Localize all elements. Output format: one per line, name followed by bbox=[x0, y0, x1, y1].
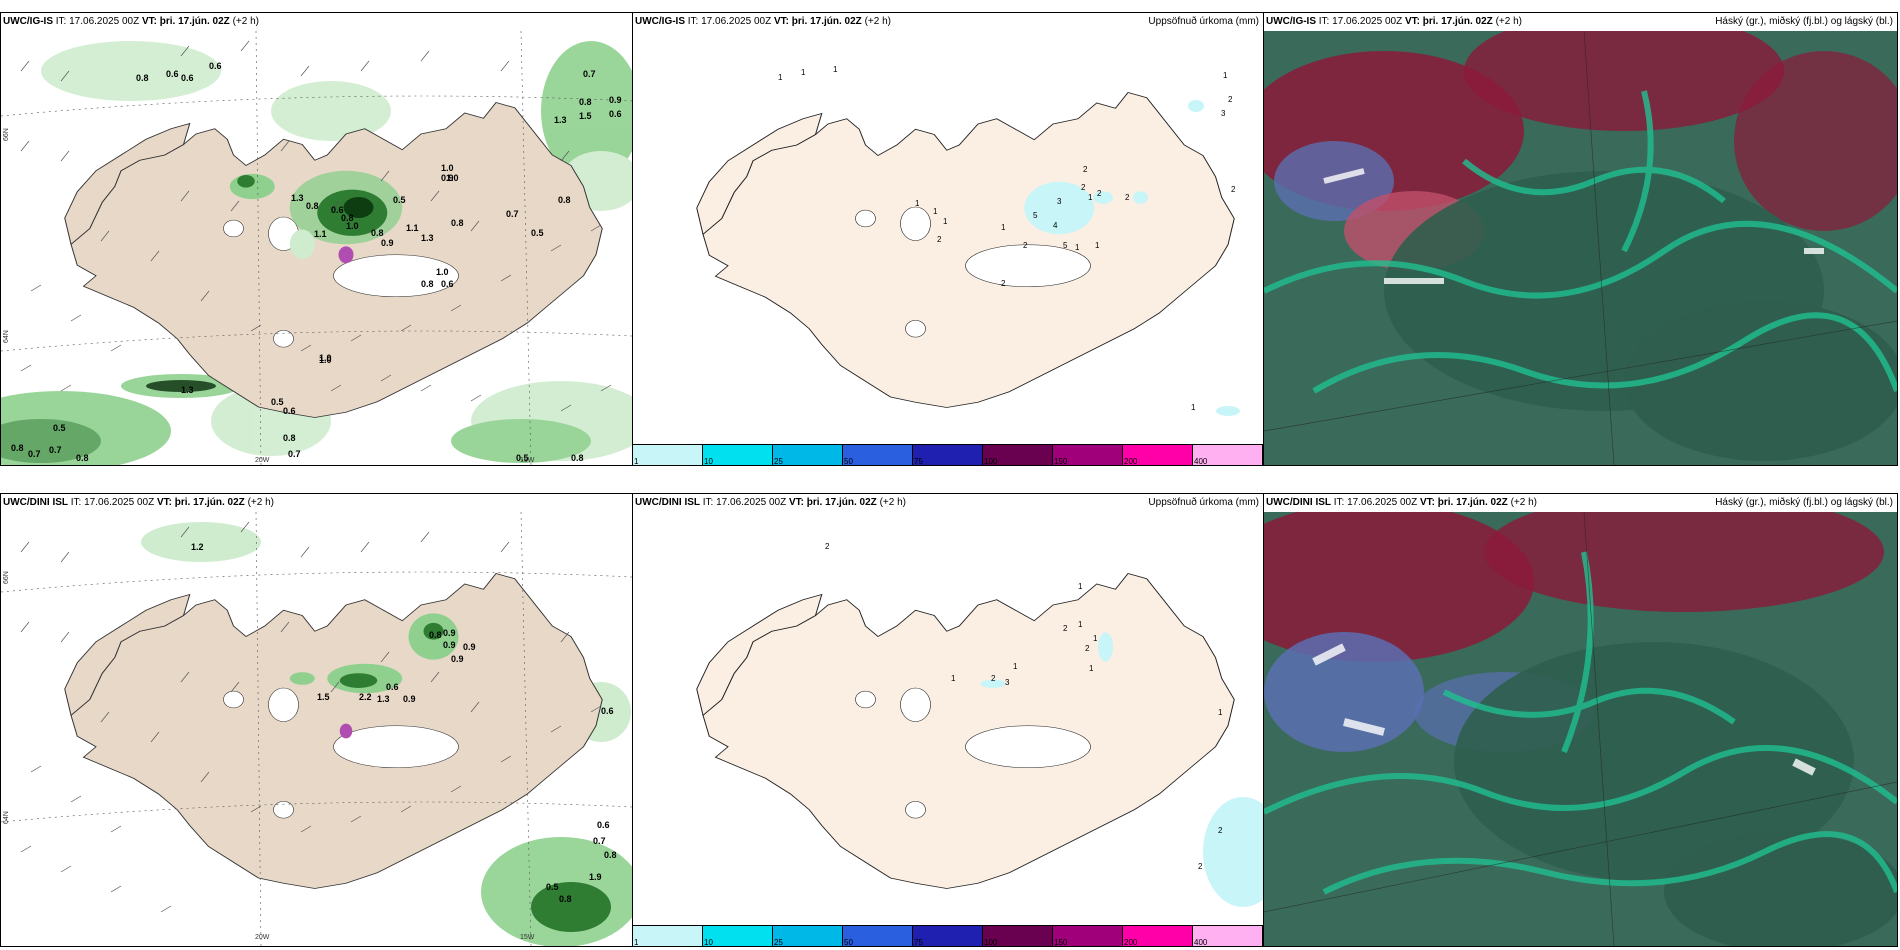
precip-wind-map bbox=[1, 512, 632, 946]
panel-ig-is-precip-wind: UWC/IG-IS IT: 17.06.2025 00Z VT: þri. 17… bbox=[0, 12, 633, 466]
panel-dini-clouds: UWC/DINI ISL IT: 17.06.2025 00Z VT: þri.… bbox=[1263, 493, 1898, 947]
lon-label: 15W bbox=[520, 934, 535, 941]
precip-wind-map bbox=[1, 31, 632, 465]
panel-title: UWC/IG-IS IT: 17.06.2025 00Z VT: þri. 17… bbox=[635, 16, 891, 27]
panel-right-title: Uppsöfnuð úrkoma (mm) bbox=[1148, 497, 1259, 508]
panel-dini-precip-wind: UWC/DINI ISL IT: 17.06.2025 00Z VT: þri.… bbox=[0, 493, 633, 947]
lat-label: 64N bbox=[3, 330, 10, 343]
lon-label: 15W bbox=[520, 457, 535, 464]
panel-title: UWC/IG-IS IT: 17.06.2025 00Z VT: þri. 17… bbox=[3, 16, 259, 27]
panel-title: UWC/DINI ISL IT: 17.06.2025 00Z VT: þri.… bbox=[1266, 497, 1537, 508]
accum-value-labels: 2 1 2 1 2 1 1 2 3 1 1 1 2 2 bbox=[825, 542, 1223, 871]
colorbar: 1 10 25 50 75 100 150 200 400 bbox=[633, 444, 1263, 465]
lat-label: 66N bbox=[3, 128, 10, 141]
accum-precip-map bbox=[633, 512, 1263, 924]
cloud-cover-map bbox=[1264, 31, 1897, 465]
colorbar: 1 10 25 50 75 100 150 200 400 bbox=[633, 925, 1263, 946]
accum-precip-map bbox=[633, 31, 1263, 443]
precip-value-labels: 1.2 0.8 0.9 0.9 0.9 0.9 1.5 2.2 0.6 1.3 … bbox=[191, 542, 617, 904]
panel-title: UWC/DINI ISL IT: 17.06.2025 00Z VT: þri.… bbox=[3, 497, 274, 508]
lat-label: 64N bbox=[3, 811, 10, 824]
panel-ig-is-accum-precip: UWC/IG-IS IT: 17.06.2025 00Z VT: þri. 17… bbox=[632, 12, 1264, 466]
panel-right-title: Háský (gr.), miðský (fj.bl.) og lágský (… bbox=[1715, 497, 1893, 508]
panel-ig-is-clouds: UWC/IG-IS IT: 17.06.2025 00Z VT: þri. 17… bbox=[1263, 12, 1898, 466]
lat-label: 66N bbox=[3, 571, 10, 584]
panel-right-title: Háský (gr.), miðský (fj.bl.) og lágský (… bbox=[1715, 16, 1893, 27]
cloud-cover-map bbox=[1264, 512, 1897, 946]
panel-right-title: Uppsöfnuð úrkoma (mm) bbox=[1148, 16, 1259, 27]
precip-value-labels: 0.8 0.6 0.6 0.6 0.7 0.8 0.9 0.6 1.3 1.5 … bbox=[11, 61, 622, 463]
panel-title: UWC/DINI ISL IT: 17.06.2025 00Z VT: þri.… bbox=[635, 497, 906, 508]
lon-label: 20W bbox=[255, 934, 270, 941]
lon-label: 20W bbox=[255, 457, 270, 464]
panel-title: UWC/IG-IS IT: 17.06.2025 00Z VT: þri. 17… bbox=[1266, 16, 1522, 27]
accum-value-labels: 1 1 1 1 2 3 1 1 1 1 2 2 2 3 1 2 5 4 2 1 … bbox=[778, 65, 1236, 412]
panel-dini-accum-precip: UWC/DINI ISL IT: 17.06.2025 00Z VT: þri.… bbox=[632, 493, 1264, 947]
